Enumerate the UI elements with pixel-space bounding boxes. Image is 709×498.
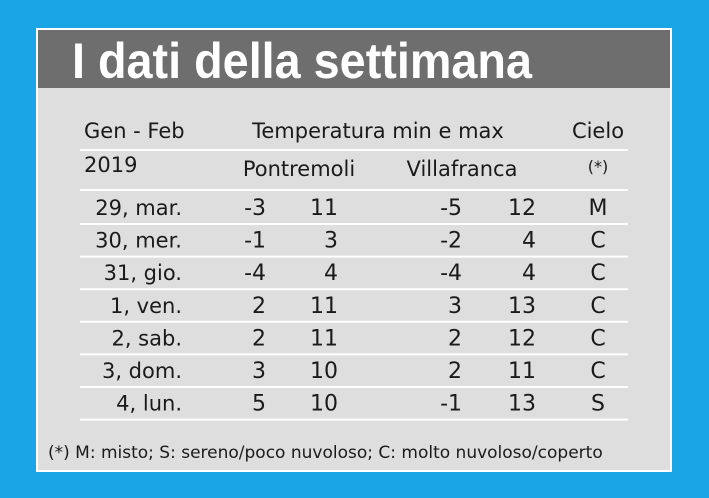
villafranca-max: 13 — [508, 392, 536, 417]
pontremoli-min: 2 — [252, 294, 266, 319]
pontremoli-max: 11 — [310, 196, 338, 221]
footnote: (*) M: misto; S: sereno/poco nuvoloso; C… — [48, 443, 603, 463]
sky: C — [590, 359, 605, 384]
pontremoli-min: 2 — [252, 326, 266, 351]
sky: C — [590, 229, 605, 254]
panel — [38, 30, 670, 470]
title-bar — [38, 30, 670, 88]
pontremoli-min: -1 — [244, 229, 266, 254]
sky: S — [591, 392, 605, 417]
villafranca-max: 12 — [508, 196, 536, 221]
date: 1, ven. — [110, 294, 182, 318]
date: 4, lun. — [116, 392, 182, 416]
pontremoli-min: -3 — [244, 196, 266, 221]
villafranca-min: 3 — [448, 294, 462, 319]
villafranca-max: 4 — [522, 229, 536, 254]
header-temperature: Temperatura min e max — [251, 119, 504, 143]
header-sky: Cielo — [572, 119, 624, 143]
pontremoli-min: 3 — [252, 359, 266, 384]
date: 3, dom. — [102, 359, 182, 383]
title: I dati della settimana — [72, 33, 533, 89]
villafranca-min: -4 — [440, 261, 462, 286]
villafranca-min: -1 — [440, 392, 462, 417]
date: 2, sab. — [111, 326, 182, 350]
pontremoli-max: 10 — [310, 392, 338, 417]
pontremoli-max: 10 — [310, 359, 338, 384]
villafranca-max: 4 — [522, 261, 536, 286]
sky: C — [590, 261, 605, 286]
date: 30, mer. — [95, 229, 182, 253]
villafranca-max: 12 — [508, 326, 536, 351]
villafranca-max: 11 — [508, 359, 536, 384]
villafranca-min: -2 — [440, 229, 462, 254]
header-period: Gen - Feb — [84, 119, 185, 143]
sky: C — [590, 326, 605, 351]
sky-note: (*) — [588, 157, 608, 176]
pontremoli-min: -4 — [244, 261, 266, 286]
location: Villafranca — [407, 157, 518, 181]
pontremoli-max: 4 — [324, 261, 338, 286]
year: 2019 — [84, 153, 137, 177]
location: Pontremoli — [243, 157, 355, 181]
date: 31, gio. — [104, 261, 182, 285]
villafranca-min: 2 — [448, 326, 462, 351]
villafranca-min: -5 — [440, 196, 462, 221]
pontremoli-max: 11 — [310, 294, 338, 319]
sky: C — [590, 294, 605, 319]
pontremoli-max: 3 — [324, 229, 338, 254]
sky: M — [589, 196, 608, 221]
villafranca-max: 13 — [508, 294, 536, 319]
pontremoli-min: 5 — [252, 392, 266, 417]
date: 29, mar. — [95, 196, 182, 220]
pontremoli-max: 11 — [310, 326, 338, 351]
villafranca-min: 2 — [448, 359, 462, 384]
